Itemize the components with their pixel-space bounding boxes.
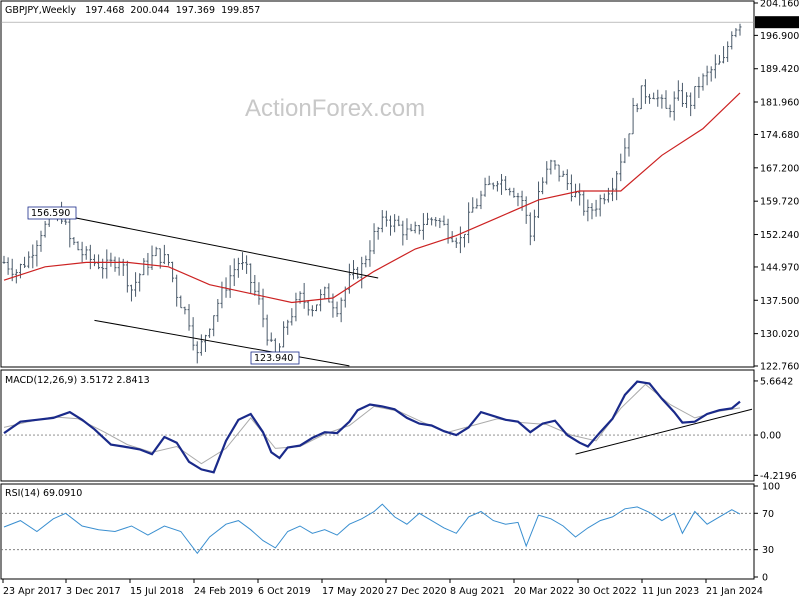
macd-signal-line [3,383,741,465]
xtick-label: 3 Dec 2017 [66,586,121,597]
macd-title: MACD(12,26,9) 3.5172 2.8413 [5,375,150,386]
price-ytick-label: 181.960 [760,98,799,109]
xtick-label: 23 Apr 2017 [3,586,62,597]
xtick-label: 20 Mar 2022 [514,586,574,597]
moving-average-line [3,92,741,304]
price-ytick-label: 196.900 [760,31,799,42]
xtick-label: 15 Jul 2018 [130,586,184,597]
xtick-label: 6 Oct 2019 [258,586,311,597]
time-axis: 23 Apr 2017 3 Dec 2017 15 Jul 2018 24 Feb 2… [2,579,763,597]
price-ytick-label: 189.420 [760,64,799,75]
candlestick-series [2,23,742,364]
rsi-ytick-label: 70 [762,509,774,520]
price-ytick-label: 152.240 [760,230,799,241]
price-title-symbol: GBPJPY,Weekly [5,5,76,16]
price-ytick-label: 130.020 [760,329,799,340]
watermark: ActionForex.com [245,95,425,122]
low-annotation-label: 123.940 [254,353,293,364]
high-annotation-label: 156.590 [31,208,70,219]
rsi-layer: 100 70 30 0 [1,482,780,584]
low-annotation-box [250,351,300,365]
rsi-title: RSI(14) 69.0910 [5,488,82,499]
xtick-label: 27 Dec 2020 [386,586,447,597]
price-ytick-label: 137.500 [760,296,799,307]
macd-ytick-label: 0.00 [760,431,781,442]
xtick-label: 17 May 2020 [322,586,384,597]
last-price-label: 199.857 [758,18,797,29]
price-open: 197.468 [85,5,124,16]
price-ytick-label: 167.200 [760,163,799,174]
price-panel-border [0,0,755,368]
lower-trendline [94,319,350,367]
price-title: GBPJPY,Weekly 197.468 200.044 197.369 19… [5,5,260,16]
price-trendlines [61,214,379,367]
price-high: 200.044 [130,5,169,16]
high-annotation-box [27,206,77,220]
price-low: 197.369 [176,5,215,16]
xtick-label: 8 Aug 2021 [450,586,505,597]
upper-trendline [61,214,379,279]
macd-trendline [575,408,753,455]
rsi-line [3,503,741,555]
xtick-label: 21 Jan 2024 [706,586,763,597]
rsi-ytick-label: 30 [762,545,774,556]
xtick-label: 11 Jun 2023 [642,586,699,597]
price-annotations: 156.590 123.940 [27,206,300,365]
macd-ytick-label: -4.2196 [760,471,797,482]
xtick-label: 30 Oct 2022 [578,586,637,597]
macd-line [3,380,741,474]
price-ytick-label: 204.160 [760,0,799,10]
rsi-ytick-label: 100 [762,482,780,493]
price-ytick-label: 174.680 [760,130,799,141]
last-price-badge [755,16,799,29]
moving-average-layer [3,92,741,304]
price-ytick-label: 159.720 [760,197,799,208]
rsi-ytick-label: 0 [762,573,768,584]
xtick-label: 24 Feb 2019 [194,586,253,597]
price-ytick-label: 144.970 [760,262,799,273]
macd-ytick-label: 5.6642 [760,376,793,387]
macd-panel-border [0,369,755,482]
rsi-panel-border [0,483,755,580]
macd-layer: 5.6642 0.00 -4.2196 [1,376,797,482]
price-ytick-label: 122.760 [760,362,799,373]
price-y-axis: 204.160 196.900 189.420 181.960 174.680 167.2… [1,0,799,373]
price-close: 199.857 [221,5,260,16]
